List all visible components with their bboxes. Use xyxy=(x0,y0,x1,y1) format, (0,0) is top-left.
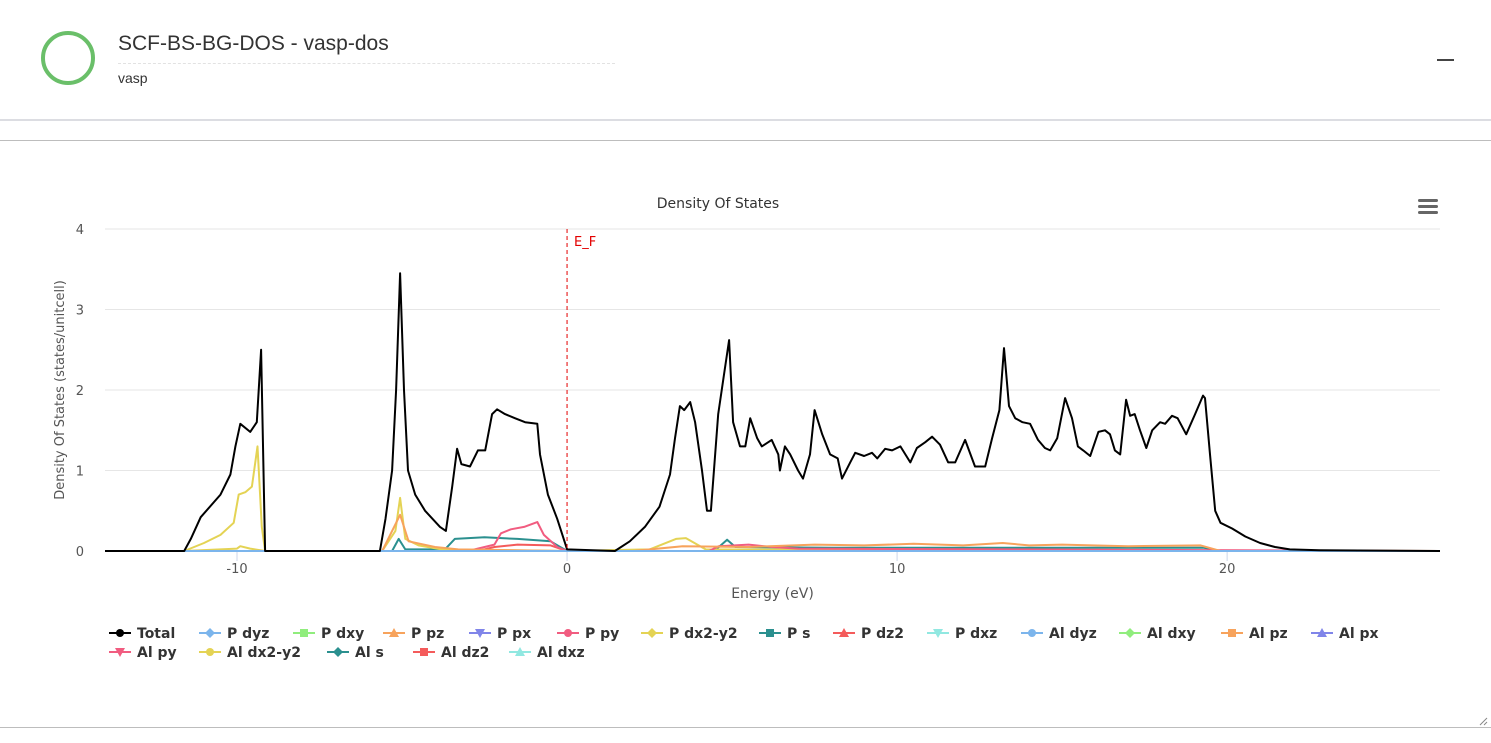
legend-item[interactable]: P dxy xyxy=(293,626,364,642)
legend-item[interactable]: Al dyz xyxy=(1021,626,1097,642)
legend-item[interactable]: Al dz2 xyxy=(413,645,489,661)
y-tick-label: 1 xyxy=(76,465,84,480)
chart-title: Density Of States xyxy=(657,196,779,212)
legend-diamond-marker-icon xyxy=(1125,628,1135,638)
legend-label: P dz2 xyxy=(861,626,904,642)
x-tick-label: 0 xyxy=(563,562,571,577)
legend-circle-marker-icon xyxy=(116,629,124,637)
legend-square-marker-icon xyxy=(1228,629,1236,637)
x-tick-label: -10 xyxy=(226,562,247,577)
legend-item[interactable]: Al px xyxy=(1311,626,1379,642)
legend-item[interactable]: P dyz xyxy=(199,626,269,642)
legend-item[interactable]: Al s xyxy=(327,645,384,661)
job-header: SCF-BS-BG-DOS - vasp-dos vasp xyxy=(0,0,1491,121)
legend-triangle-marker-icon xyxy=(839,628,849,637)
y-tick-label: 4 xyxy=(76,223,84,238)
legend-label: P dyz xyxy=(227,626,269,642)
menu-bar xyxy=(1418,199,1438,202)
legend-item[interactable]: P pz xyxy=(383,626,444,642)
menu-bar xyxy=(1418,205,1438,208)
legend-label: Al s xyxy=(355,645,384,661)
resize-grip-icon[interactable] xyxy=(1478,716,1488,726)
panel-divider-bottom xyxy=(0,727,1491,728)
legend-label: P dxz xyxy=(955,626,997,642)
x-tick-label: 10 xyxy=(889,562,906,577)
legend-circle-marker-icon xyxy=(206,648,214,656)
minimize-button[interactable] xyxy=(1432,44,1460,72)
series-line-p-pz xyxy=(105,513,1440,552)
legend-label: P dx2-y2 xyxy=(669,626,738,642)
legend-label: P dxy xyxy=(321,626,364,642)
legend-label: Al py xyxy=(137,645,177,661)
status-ring-icon xyxy=(41,31,95,85)
legend-triangle-down-marker-icon xyxy=(115,648,125,657)
legend-label: Al dyz xyxy=(1049,626,1097,642)
legend-label: P px xyxy=(497,626,531,642)
legend-item[interactable]: P py xyxy=(557,626,619,642)
legend-item[interactable]: Al dxy xyxy=(1119,626,1196,642)
legend-item[interactable]: Al dx2-y2 xyxy=(199,645,301,661)
legend-square-marker-icon xyxy=(300,629,308,637)
legend-item[interactable]: P px xyxy=(469,626,531,642)
legend-item[interactable]: P dx2-y2 xyxy=(641,626,738,642)
legend-triangle-down-marker-icon xyxy=(475,629,485,638)
legend-circle-marker-icon xyxy=(1028,629,1036,637)
legend-square-marker-icon xyxy=(420,648,428,656)
legend-item[interactable]: Total xyxy=(109,626,175,642)
legend-label: Al px xyxy=(1339,626,1379,642)
legend-label: P pz xyxy=(411,626,444,642)
legend-diamond-marker-icon xyxy=(205,628,215,638)
series-line-p-dx2-y2 xyxy=(105,445,1441,552)
legend-label: Total xyxy=(137,626,175,642)
legend-circle-marker-icon xyxy=(564,629,572,637)
y-tick-label: 3 xyxy=(76,304,84,319)
menu-bar xyxy=(1418,211,1438,214)
x-axis-label: Energy (eV) xyxy=(731,586,814,602)
legend-label: Al dx2-y2 xyxy=(227,645,301,661)
legend-item[interactable]: P dz2 xyxy=(833,626,904,642)
job-title: SCF-BS-BG-DOS - vasp-dos xyxy=(118,32,389,55)
legend-label: Al dxy xyxy=(1147,626,1196,642)
legend-label: P py xyxy=(585,626,619,642)
legend-label: Al dxz xyxy=(537,645,585,661)
legend-diamond-marker-icon xyxy=(647,628,657,638)
job-subtitle: vasp xyxy=(118,70,148,86)
legend-label: Al pz xyxy=(1249,626,1288,642)
legend-triangle-down-marker-icon xyxy=(933,629,943,638)
x-tick-label: 20 xyxy=(1219,562,1236,577)
legend-label: Al dz2 xyxy=(441,645,489,661)
legend-label: P s xyxy=(787,626,810,642)
y-axis-label: Density Of States (states/unitcell) xyxy=(53,280,68,500)
legend-diamond-marker-icon xyxy=(333,647,343,657)
legend-triangle-marker-icon xyxy=(515,647,525,656)
legend-item[interactable]: Al dxz xyxy=(509,645,585,661)
series-line-total xyxy=(105,272,1441,552)
legend-triangle-marker-icon xyxy=(1317,628,1327,637)
y-tick-label: 0 xyxy=(76,545,84,560)
title-divider xyxy=(118,63,615,64)
panel-divider xyxy=(0,140,1491,141)
fermi-level-label: E_F xyxy=(574,235,596,250)
legend-item[interactable]: Al py xyxy=(109,645,177,661)
y-tick-label: 2 xyxy=(76,384,84,399)
legend-item[interactable]: P s xyxy=(759,626,810,642)
legend-item[interactable]: Al pz xyxy=(1221,626,1288,642)
chart-menu-icon[interactable] xyxy=(1418,199,1438,214)
legend-square-marker-icon xyxy=(766,629,774,637)
legend-item[interactable]: P dxz xyxy=(927,626,997,642)
legend-triangle-marker-icon xyxy=(389,628,399,637)
